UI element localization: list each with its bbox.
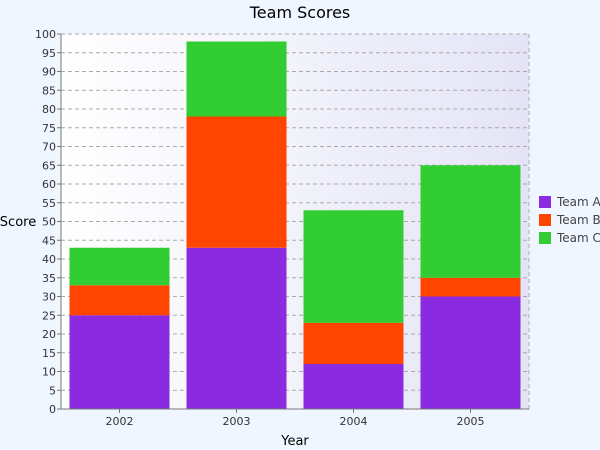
y-tick-label: 40 (42, 253, 56, 266)
bar-segment-team-a-2005[interactable] (420, 296, 521, 410)
y-tick-label: 0 (49, 403, 56, 416)
bar-segment-team-c-2005[interactable] (420, 165, 521, 278)
x-tick-label: 2003 (223, 415, 251, 428)
y-tick-label: 60 (42, 178, 56, 191)
y-tick-label: 15 (42, 347, 56, 360)
axes (57, 33, 529, 413)
y-tick-label: 25 (42, 309, 56, 322)
y-tick-labels: 0 5 10 15 20 25 30 35 40 45 50 55 60 65 70 75 80 85 90 95 10… (35, 28, 56, 416)
bar-segment-team-c-2003[interactable] (186, 41, 287, 117)
y-tick-label: 100 (35, 28, 56, 41)
x-axis-label: Year (280, 434, 309, 449)
y-tick-label: 75 (42, 122, 56, 135)
chart-title: Team Scores (249, 3, 351, 22)
y-tick-label: 20 (42, 328, 56, 341)
legend-swatch (539, 196, 551, 208)
bar-segment-team-b-2002[interactable] (69, 285, 170, 316)
y-tick-label: 45 (42, 234, 56, 247)
x-tick-label: 2004 (340, 415, 368, 428)
legend-swatch (539, 232, 551, 244)
bar-segment-team-c-2004[interactable] (303, 210, 404, 323)
bar-segment-team-b-2005[interactable] (420, 277, 521, 297)
bar-segment-team-a-2002[interactable] (69, 315, 170, 409)
y-tick-label: 30 (42, 291, 56, 304)
y-tick-label: 5 (49, 384, 56, 397)
bar-segment-team-c-2002[interactable] (69, 247, 170, 286)
bar-segment-team-a-2003[interactable] (186, 247, 287, 409)
y-tick-label: 10 (42, 366, 56, 379)
y-tick-label: 50 (42, 216, 56, 229)
y-axis-label: Score (0, 215, 36, 230)
bar-segment-team-a-2004[interactable] (303, 364, 404, 409)
y-tick-label: 85 (42, 84, 56, 97)
x-tick-label: 2002 (106, 415, 134, 428)
legend-label: Team A (556, 195, 600, 209)
legend-swatch (539, 214, 551, 226)
y-tick-label: 80 (42, 103, 56, 116)
bars (69, 41, 521, 410)
x-tick-label: 2005 (457, 415, 485, 428)
legend[interactable]: Team A Team B Team C (539, 195, 600, 245)
x-tick-labels: 2002 2003 2004 2005 (106, 415, 485, 428)
legend-label: Team C (556, 231, 600, 245)
y-tick-label: 35 (42, 272, 56, 285)
y-tick-label: 55 (42, 197, 56, 210)
y-tick-label: 65 (42, 159, 56, 172)
y-tick-label: 95 (42, 47, 56, 60)
y-tick-label: 70 (42, 141, 56, 154)
bar-segment-team-b-2003[interactable] (186, 116, 287, 248)
bar-segment-team-b-2004[interactable] (303, 322, 404, 364)
y-tick-label: 90 (42, 66, 56, 79)
legend-label: Team B (556, 213, 600, 227)
